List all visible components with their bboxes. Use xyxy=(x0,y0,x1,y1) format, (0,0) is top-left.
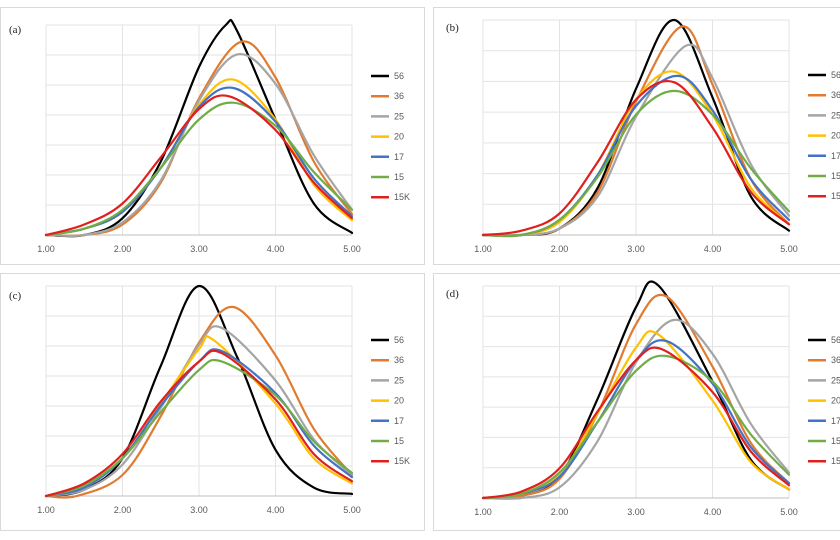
panel-label-d: (d) xyxy=(446,288,459,300)
x-tick-label: 5.00 xyxy=(343,505,361,515)
x-tick-label: 4.00 xyxy=(704,507,722,517)
series-line-36 xyxy=(481,293,791,500)
legend-label: 20 xyxy=(831,131,840,141)
legend-label: 15K xyxy=(831,191,840,201)
x-tick-label: 5.00 xyxy=(780,507,798,517)
legend-label: 20 xyxy=(831,396,840,406)
series-line-15K xyxy=(44,349,354,498)
chart-panel-b: 1.00 2.00 3.00 4.00 5.00 56 36 25 20 17 15 15K (b) xyxy=(433,7,840,265)
x-tick-label: 3.00 xyxy=(190,244,208,254)
chart-svg: 1.00 2.00 3.00 4.00 5.00 56 36 25 20 17 15 15K xyxy=(37,284,410,515)
x-tick-label: 4.00 xyxy=(704,244,722,254)
x-tick-label: 5.00 xyxy=(780,244,798,254)
x-tick-label: 4.00 xyxy=(267,505,285,515)
series-line-15 xyxy=(481,354,791,500)
series-line-36 xyxy=(44,305,354,499)
x-tick-label: 4.00 xyxy=(267,244,285,254)
x-tick-label: 3.00 xyxy=(190,505,208,515)
x-tick-label: 1.00 xyxy=(37,244,55,254)
x-tick-label: 5.00 xyxy=(343,244,361,254)
chart-panel-c: 1.00 2.00 3.00 4.00 5.00 56 36 25 20 17 15 15K (c) xyxy=(0,273,425,531)
legend-label: 15 xyxy=(394,172,404,182)
series-line-25 xyxy=(481,318,791,500)
chart-svg: 1.00 2.00 3.00 4.00 5.00 56 36 25 20 17 15 15K xyxy=(37,18,410,254)
legend-label: 15 xyxy=(831,171,840,181)
legend-label: 56 xyxy=(394,71,404,81)
x-tick-label: 1.00 xyxy=(37,505,55,515)
series-line-15K xyxy=(44,94,354,237)
x-tick-label: 2.00 xyxy=(114,244,132,254)
legend-label: 17 xyxy=(831,416,840,426)
x-tick-label: 1.00 xyxy=(474,507,492,517)
legend-label: 36 xyxy=(831,355,840,365)
x-tick-label: 2.00 xyxy=(114,505,132,515)
legend-label: 56 xyxy=(394,335,404,345)
legend-label: 20 xyxy=(394,396,404,406)
chart-panel-a: 1.00 2.00 3.00 4.00 5.00 56 36 25 20 17 15 15K (a) xyxy=(0,7,425,265)
series-line-25 xyxy=(44,53,354,238)
series-line-15K xyxy=(481,80,791,237)
panel-label-a: (a) xyxy=(9,24,22,36)
legend-label: 17 xyxy=(394,416,404,426)
chart-svg: 1.00 2.00 3.00 4.00 5.00 56 36 25 20 17 15 15K xyxy=(474,18,840,254)
legend-label: 15K xyxy=(394,456,410,466)
legend-label: 56 xyxy=(831,335,840,345)
legend-label: 36 xyxy=(831,90,840,100)
series-line-15 xyxy=(481,89,791,238)
series-line-15 xyxy=(44,358,354,498)
legend-label: 25 xyxy=(831,375,840,385)
legend-label: 15 xyxy=(831,436,840,446)
series-line-56 xyxy=(44,18,354,238)
series-line-15 xyxy=(44,101,354,237)
legend-label: 25 xyxy=(831,110,840,120)
legend-label: 25 xyxy=(394,375,404,385)
chart-panel-d: 1.00 2.00 3.00 4.00 5.00 56 36 25 20 17 15 15K (d) xyxy=(433,273,840,531)
legend-label: 15 xyxy=(394,436,404,446)
x-tick-label: 2.00 xyxy=(551,244,569,254)
panel-label-c: (c) xyxy=(9,290,22,302)
legend-label: 17 xyxy=(831,151,840,161)
x-tick-label: 2.00 xyxy=(551,507,569,517)
x-tick-label: 1.00 xyxy=(474,244,492,254)
x-tick-label: 3.00 xyxy=(627,507,645,517)
legend-label: 25 xyxy=(394,111,404,121)
legend-label: 15K xyxy=(831,456,840,466)
legend-label: 17 xyxy=(394,152,404,162)
legend-label: 20 xyxy=(394,132,404,142)
series-line-25 xyxy=(44,325,354,498)
panel-label-b: (b) xyxy=(446,22,459,34)
series-line-15K xyxy=(481,346,791,500)
x-tick-label: 3.00 xyxy=(627,244,645,254)
legend-label: 36 xyxy=(394,355,404,365)
legend-label: 15K xyxy=(394,192,410,202)
chart-svg: 1.00 2.00 3.00 4.00 5.00 56 36 25 20 17 15 15K xyxy=(474,280,840,517)
legend-label: 36 xyxy=(394,91,404,101)
legend-label: 56 xyxy=(831,70,840,80)
